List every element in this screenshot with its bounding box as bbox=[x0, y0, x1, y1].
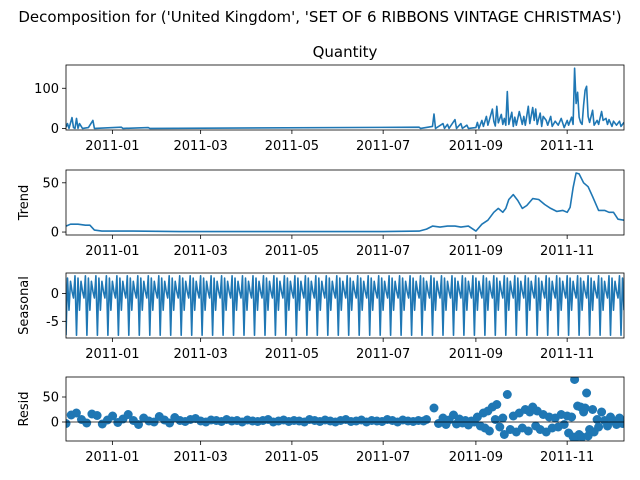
seasonal-xtick-label: 2011-09 bbox=[449, 347, 503, 362]
seasonal-panel: 0 -5 2011-01 2011-03 2011-05 2011-07 2011-09 20… bbox=[17, 272, 625, 362]
resid-point bbox=[594, 422, 604, 432]
observed-xtick-label: 2011-09 bbox=[449, 139, 503, 154]
observed-xtick-label: 2011-07 bbox=[356, 139, 410, 154]
seasonal-xtick-label: 2011-03 bbox=[173, 347, 227, 362]
trend-series-line bbox=[66, 172, 624, 233]
trend-axes-frame bbox=[65, 169, 625, 236]
observed-panel: 0 100 2011-01 2011-03 2011-05 2011-07 2011-09 2… bbox=[34, 64, 625, 154]
observed-ytick-label: 100 bbox=[34, 82, 59, 97]
seasonal-ytick-label: 0 bbox=[51, 287, 59, 302]
resid-point bbox=[429, 403, 439, 413]
trend-xtick-label: 2011-05 bbox=[265, 244, 319, 259]
seasonal-xtick-label: 2011-01 bbox=[85, 347, 139, 362]
observed-xtick-label: 2011-03 bbox=[173, 139, 227, 154]
decomposition-panels: 0 100 2011-01 2011-03 2011-05 2011-07 2011-09 2… bbox=[17, 64, 625, 465]
resid-axes-frame bbox=[65, 376, 625, 442]
seasonal-ylabel: Seasonal bbox=[17, 276, 32, 335]
resid-ytick-label: 0 bbox=[51, 416, 59, 431]
resid-point bbox=[567, 412, 577, 422]
resid-point bbox=[597, 407, 607, 417]
seasonal-xtick-label: 2011-07 bbox=[356, 347, 410, 362]
seasonal-plot-area bbox=[66, 274, 624, 337]
resid-ytick-label: 50 bbox=[42, 391, 59, 406]
seasonal-series-line bbox=[66, 274, 624, 337]
trend-ylabel: Trend bbox=[17, 185, 32, 222]
resid-xtick-label: 2011-07 bbox=[356, 450, 410, 465]
resid-xtick-label: 2011-01 bbox=[85, 450, 139, 465]
resid-point bbox=[618, 419, 624, 428]
trend-xtick-label: 2011-01 bbox=[85, 244, 139, 259]
trend-xtick-label: 2011-07 bbox=[356, 244, 410, 259]
observed-xtick-label: 2011-01 bbox=[85, 139, 139, 154]
resid-point bbox=[108, 411, 118, 421]
seasonal-ytick-label: -5 bbox=[46, 315, 59, 330]
observed-plot-area bbox=[66, 67, 624, 130]
resid-plot-area bbox=[66, 377, 624, 441]
trend-plot-area bbox=[66, 172, 624, 233]
resid-point bbox=[588, 405, 598, 414]
resid-point bbox=[499, 430, 509, 439]
trend-ytick-label: 50 bbox=[42, 176, 59, 191]
resid-xtick-label: 2011-09 bbox=[449, 450, 503, 465]
resid-point bbox=[492, 400, 502, 409]
resid-point bbox=[495, 422, 505, 432]
resid-point bbox=[570, 377, 580, 384]
resid-xtick-label: 2011-05 bbox=[265, 450, 319, 465]
resid-point bbox=[603, 421, 612, 431]
resid-point bbox=[71, 408, 81, 418]
trend-xtick-label: 2011-11 bbox=[540, 244, 594, 259]
observed-xtick-label: 2011-11 bbox=[540, 139, 594, 154]
figure-suptitle: Decomposition for ('United Kingdom', 'SE… bbox=[18, 8, 621, 26]
observed-series-line bbox=[66, 67, 624, 130]
resid-xtick-label: 2011-11 bbox=[540, 450, 594, 465]
resid-point bbox=[82, 418, 92, 428]
resid-panel: 0 50 2011-01 2011-03 2011-05 2011-07 2011-09 20… bbox=[17, 376, 625, 465]
resid-point bbox=[422, 415, 431, 424]
resid-point bbox=[502, 390, 512, 399]
quantity-panel-title: Quantity bbox=[313, 43, 378, 61]
resid-point bbox=[484, 426, 494, 436]
seasonal-xtick-label: 2011-05 bbox=[265, 347, 319, 362]
resid-point bbox=[559, 420, 569, 429]
resid-point bbox=[123, 410, 133, 419]
observed-ytick-label: 0 bbox=[51, 122, 59, 137]
observed-axes-frame bbox=[65, 64, 625, 131]
trend-ytick-label: 0 bbox=[51, 226, 59, 241]
resid-point bbox=[66, 419, 71, 428]
resid-point bbox=[582, 388, 592, 398]
resid-point bbox=[580, 403, 590, 413]
trend-xtick-label: 2011-09 bbox=[449, 244, 503, 259]
seasonal-axes-frame bbox=[65, 272, 625, 339]
seasonal-xtick-label: 2011-11 bbox=[540, 347, 594, 362]
trend-panel: 0 50 2011-01 2011-03 2011-05 2011-07 2011-09 20… bbox=[17, 169, 625, 259]
resid-xtick-label: 2011-03 bbox=[173, 450, 227, 465]
resid-point bbox=[490, 415, 500, 424]
resid-point bbox=[498, 413, 508, 423]
trend-xtick-label: 2011-03 bbox=[173, 244, 227, 259]
observed-xtick-label: 2011-05 bbox=[265, 139, 319, 154]
resid-ylabel: Resid bbox=[17, 391, 32, 426]
resid-point bbox=[92, 411, 102, 420]
resid-point bbox=[523, 426, 533, 436]
